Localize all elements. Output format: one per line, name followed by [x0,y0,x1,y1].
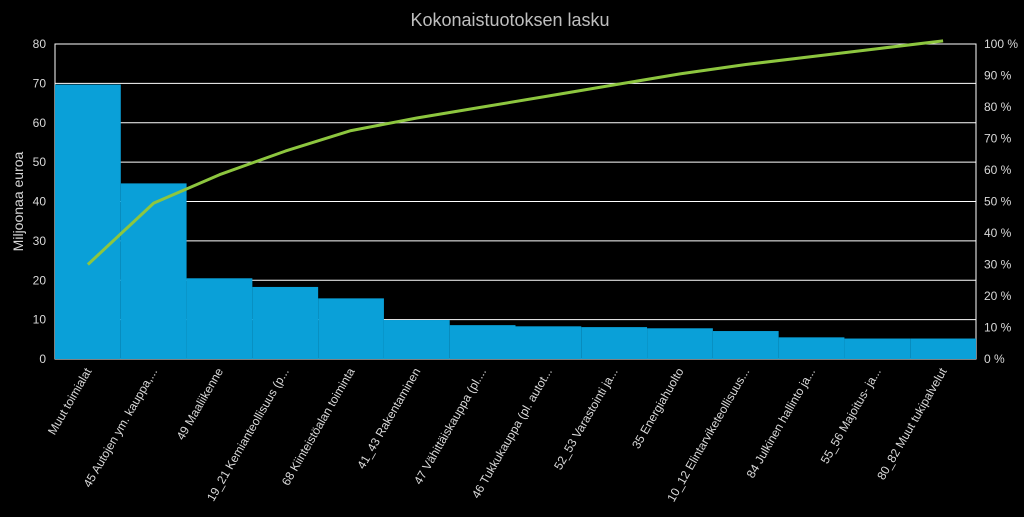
bar [252,286,319,359]
y2-tick-label: 80 % [984,100,1012,114]
y-axis-label: Miljoonaa euroa [10,151,26,251]
y2-tick-label: 50 % [984,195,1012,209]
y2-tick-label: 20 % [984,289,1012,303]
y-tick-label: 50 [33,155,47,169]
chart-title: Kokonaistuotoksen lasku [410,10,609,30]
y-tick-label: 0 [39,352,46,366]
y2-tick-label: 100 % [984,37,1018,51]
bar [515,326,582,359]
y2-tick-label: 40 % [984,226,1012,240]
bar [318,298,384,359]
bar [581,327,648,359]
y-tick-label: 70 [33,76,47,90]
y-tick-label: 40 [33,195,47,209]
y-axis-ticks: 0 10 20 30 40 50 60 70 80 [33,37,47,366]
y2-axis-ticks: 0 % 10 % 20 % 30 % 40 % 50 % 60 % 70 % 80 % 90 % 1… [984,37,1018,366]
bar [778,337,845,359]
y-tick-label: 20 [33,273,47,287]
bar [712,331,779,359]
cumulative-line [86,39,944,266]
y2-tick-label: 70 % [984,132,1012,146]
cumulative-line-series [86,39,944,266]
bar [383,320,450,359]
y2-tick-label: 0 % [984,352,1005,366]
bar [647,328,713,359]
y2-tick-label: 60 % [984,163,1012,177]
bar [186,278,253,359]
bar [55,84,121,360]
bar [844,338,911,359]
y2-tick-label: 10 % [984,321,1012,335]
y2-tick-label: 90 % [984,69,1012,83]
y-tick-label: 60 [33,116,47,130]
bar-series [55,84,976,360]
y-tick-label: 80 [33,37,47,51]
y-tick-label: 10 [33,313,47,327]
bar [449,325,516,359]
y2-tick-label: 30 % [984,258,1012,272]
y-tick-label: 30 [33,234,47,248]
bar [120,183,187,359]
bar [910,338,976,359]
